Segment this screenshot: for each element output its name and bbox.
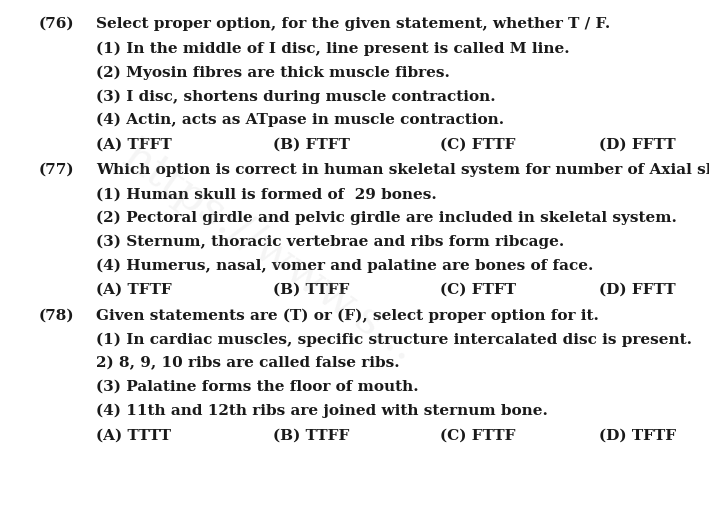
Text: (4) 11th and 12th ribs are joined with sternum bone.: (4) 11th and 12th ribs are joined with s… [96, 404, 547, 418]
Text: (1) In cardiac muscles, specific structure intercalated disc is present.: (1) In cardiac muscles, specific structu… [96, 333, 692, 347]
Text: (2) Pectoral girdle and pelvic girdle are included in skeletal system.: (2) Pectoral girdle and pelvic girdle ar… [96, 211, 676, 225]
Text: (3) Palatine forms the floor of mouth.: (3) Palatine forms the floor of mouth. [96, 380, 418, 394]
Text: (D) FFTT: (D) FFTT [599, 283, 676, 297]
Text: (D) TFTF: (D) TFTF [599, 429, 676, 443]
Text: (78): (78) [39, 308, 74, 322]
Text: (A) TTTT: (A) TTTT [96, 429, 171, 443]
Text: (A) TFTF: (A) TFTF [96, 283, 172, 297]
Text: (4) Humerus, nasal, vomer and palatine are bones of face.: (4) Humerus, nasal, vomer and palatine a… [96, 258, 593, 272]
Text: (C) FTFT: (C) FTFT [440, 283, 515, 297]
Text: (2) Myosin fibres are thick muscle fibres.: (2) Myosin fibres are thick muscle fibre… [96, 66, 450, 80]
Text: (4) Actin, acts as ATpase in muscle contraction.: (4) Actin, acts as ATpase in muscle cont… [96, 113, 504, 127]
Text: (1) Human skull is formed of  29 bones.: (1) Human skull is formed of 29 bones. [96, 187, 437, 202]
Text: (B) TTFF: (B) TTFF [273, 429, 350, 443]
Text: 2) 8, 9, 10 ribs are called false ribs.: 2) 8, 9, 10 ribs are called false ribs. [96, 356, 399, 371]
Text: (76): (76) [39, 17, 74, 31]
Text: https://www.s...: https://www.s... [114, 134, 425, 370]
Text: (B) TTFF: (B) TTFF [273, 283, 350, 297]
Text: (C) FTTF: (C) FTTF [440, 429, 515, 443]
Text: (3) I disc, shortens during muscle contraction.: (3) I disc, shortens during muscle contr… [96, 89, 496, 103]
Text: (1) In the middle of I disc, line present is called M line.: (1) In the middle of I disc, line presen… [96, 42, 569, 56]
Text: (C) FTTF: (C) FTTF [440, 138, 515, 152]
Text: Which option is correct in human skeletal system for number of Axial skeletal sy: Which option is correct in human skeleta… [96, 163, 709, 177]
Text: Select proper option, for the given statement, whether T / F.: Select proper option, for the given stat… [96, 17, 610, 31]
Text: (A) TFFT: (A) TFFT [96, 138, 172, 152]
Text: (B) FTFT: (B) FTFT [273, 138, 350, 152]
Text: (77): (77) [39, 163, 74, 177]
Text: (3) Sternum, thoracic vertebrae and ribs form ribcage.: (3) Sternum, thoracic vertebrae and ribs… [96, 235, 564, 249]
Text: (D) FFTT: (D) FFTT [599, 138, 676, 152]
Text: Given statements are (T) or (F), select proper option for it.: Given statements are (T) or (F), select … [96, 308, 598, 322]
